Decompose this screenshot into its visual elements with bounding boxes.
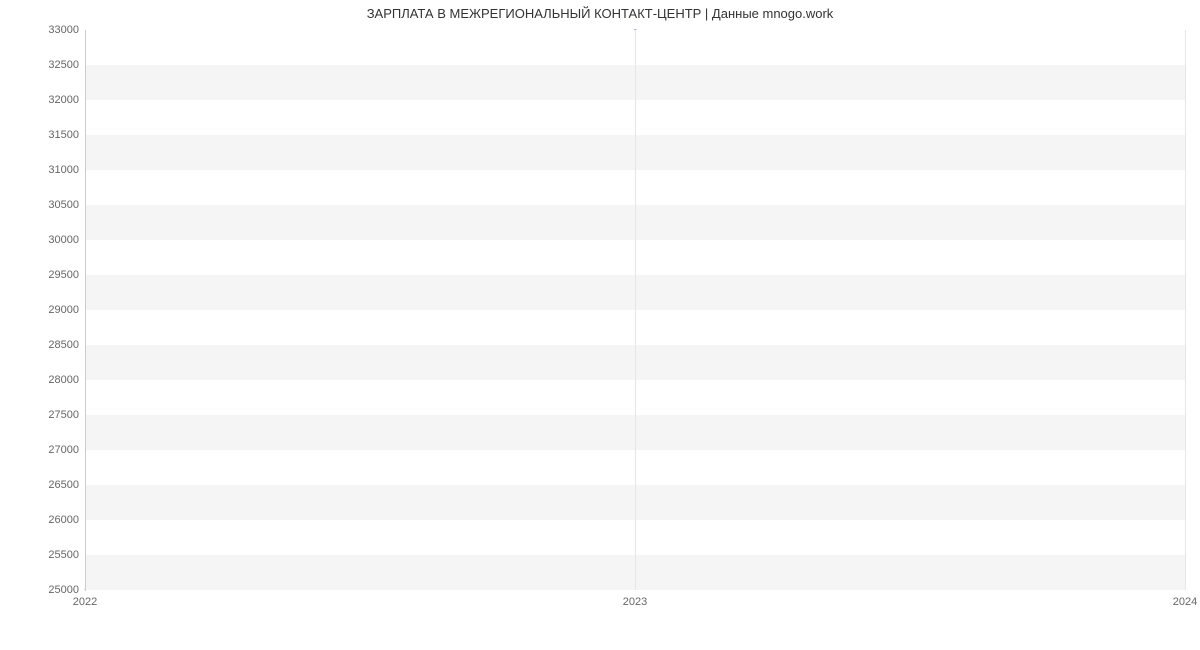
chart-title: ЗАРПЛАТА В МЕЖРЕГИОНАЛЬНЫЙ КОНТАКТ-ЦЕНТР… bbox=[0, 6, 1200, 21]
chart-container: ЗАРПЛАТА В МЕЖРЕГИОНАЛЬНЫЙ КОНТАКТ-ЦЕНТР… bbox=[0, 0, 1200, 650]
y-tick-label: 28000 bbox=[37, 374, 79, 386]
y-tick-label: 30500 bbox=[37, 199, 79, 211]
gridline-vertical bbox=[635, 30, 636, 590]
y-tick-label: 25000 bbox=[37, 584, 79, 596]
y-tick-label: 29000 bbox=[37, 304, 79, 316]
y-axis-line bbox=[85, 30, 86, 590]
y-tick-label: 27500 bbox=[37, 409, 79, 421]
y-tick-label: 26000 bbox=[37, 514, 79, 526]
gridline-vertical bbox=[1185, 30, 1186, 590]
y-tick-label: 28500 bbox=[37, 339, 79, 351]
y-tick-label: 31000 bbox=[37, 164, 79, 176]
x-tick-label: 2023 bbox=[623, 596, 647, 608]
y-tick-label: 29500 bbox=[37, 269, 79, 281]
y-tick-label: 25500 bbox=[37, 549, 79, 561]
y-tick-label: 33000 bbox=[37, 24, 79, 36]
y-tick-label: 26500 bbox=[37, 479, 79, 491]
y-tick-label: 27000 bbox=[37, 444, 79, 456]
x-tick-label: 2022 bbox=[73, 596, 97, 608]
y-tick-label: 32000 bbox=[37, 94, 79, 106]
plot-area bbox=[85, 30, 1185, 590]
y-tick-label: 32500 bbox=[37, 59, 79, 71]
y-tick-label: 30000 bbox=[37, 234, 79, 246]
x-tick-label: 2024 bbox=[1173, 596, 1197, 608]
y-tick-label: 31500 bbox=[37, 129, 79, 141]
